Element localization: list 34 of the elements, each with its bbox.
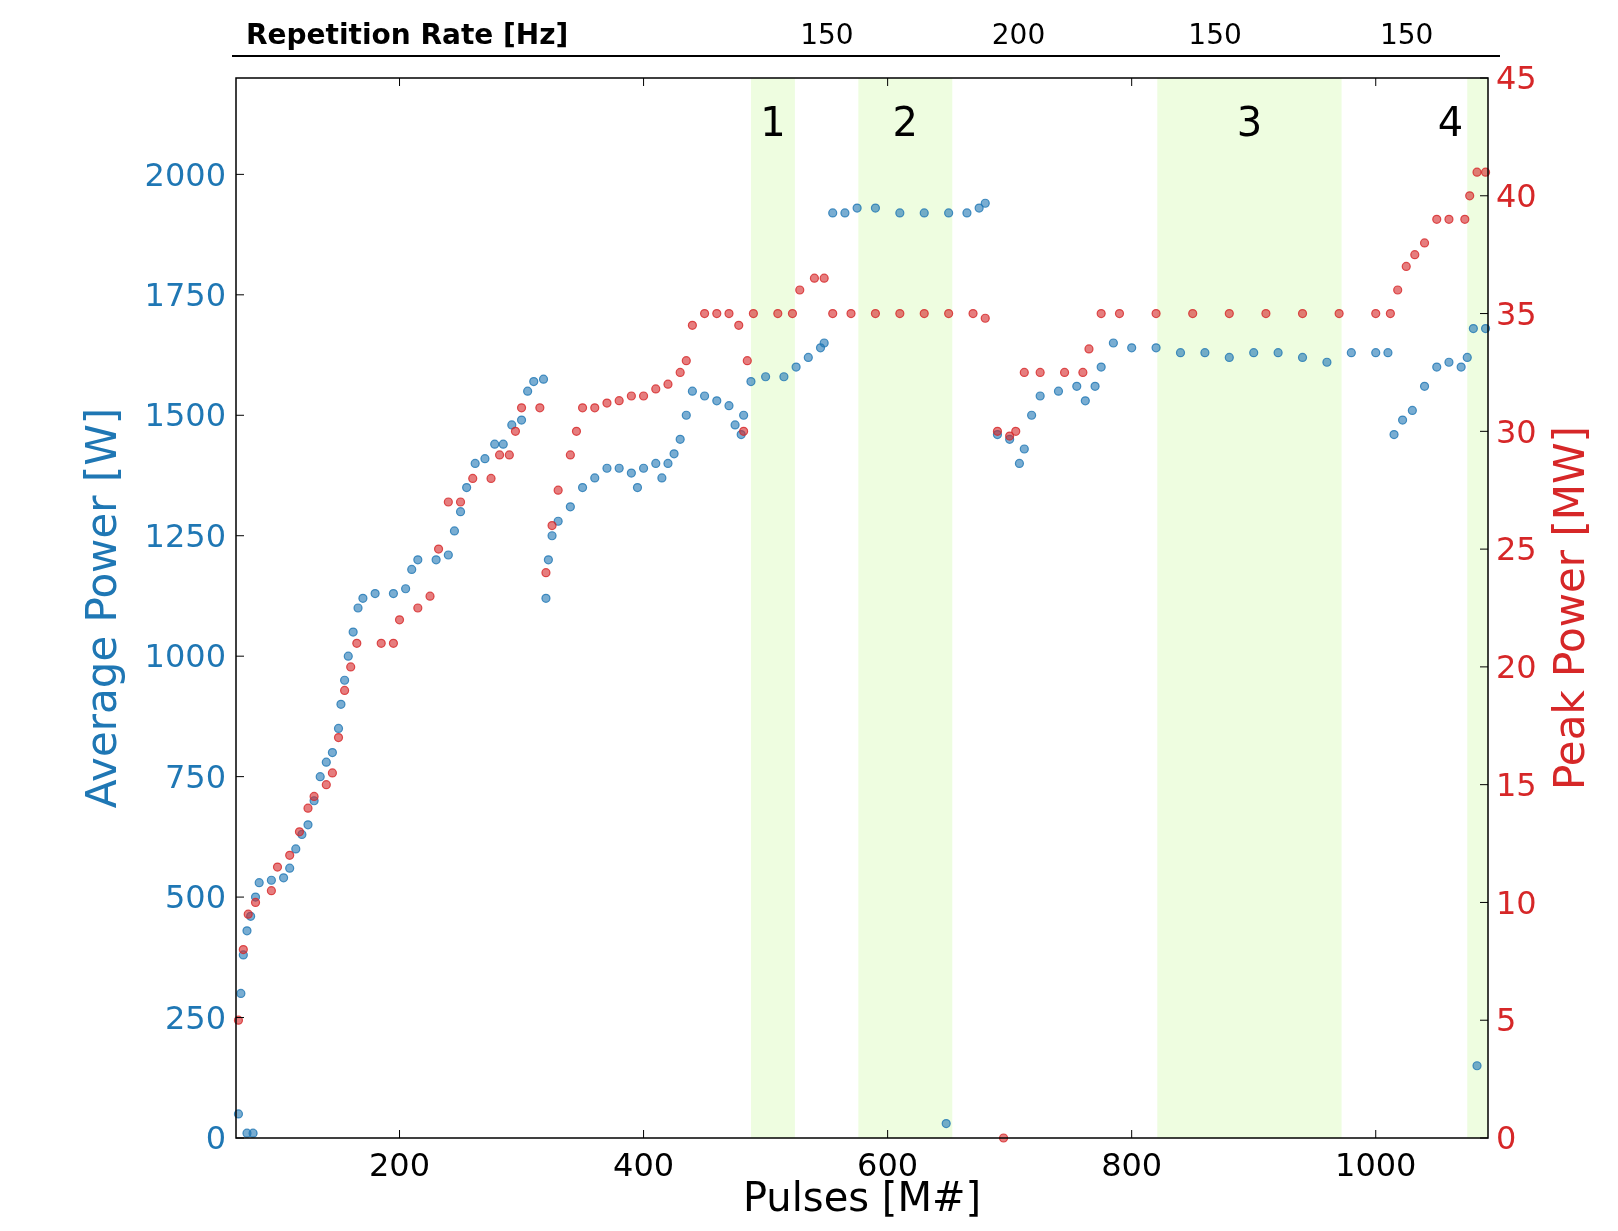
y2-tick-label: 0 xyxy=(1496,1119,1517,1158)
y-tick-label: 500 xyxy=(164,878,226,917)
y-tick-label: 1500 xyxy=(144,396,226,435)
text: 200 xyxy=(991,18,1046,51)
y2-tick-label: 10 xyxy=(1496,883,1537,922)
x-tick-label: 200 xyxy=(368,1146,431,1184)
y2-tick-label: 15 xyxy=(1496,765,1537,804)
x-tick-label: 800 xyxy=(1101,1146,1163,1184)
band-label: 3 xyxy=(1236,99,1263,145)
text: 150 xyxy=(800,18,854,51)
y2-tick-label: 40 xyxy=(1496,176,1537,215)
band-label: 1 xyxy=(760,99,786,145)
y2-tick-label: 30 xyxy=(1496,412,1537,451)
text: Repetition Rate [Hz] xyxy=(246,18,569,51)
y-tick-label: 2000 xyxy=(144,155,226,194)
x-tick-label: 1000 xyxy=(1335,1146,1417,1184)
y2-tick-label: 25 xyxy=(1496,530,1537,569)
band-label: 2 xyxy=(892,99,919,145)
y-tick-label: 750 xyxy=(164,757,226,796)
y2-tick-label: 35 xyxy=(1496,294,1537,333)
x-tick-label: 400 xyxy=(613,1146,675,1184)
y-tick-label: 0 xyxy=(205,1119,226,1158)
y-tick-label: 1750 xyxy=(144,276,226,315)
y-tick-label: 1250 xyxy=(144,516,226,555)
y2-tick-label: 5 xyxy=(1496,1001,1517,1040)
y-axis-title: Average Power [W] xyxy=(77,407,126,809)
y2-tick-label: 45 xyxy=(1496,59,1537,98)
y2-tick-label: 20 xyxy=(1496,648,1537,687)
y2-axis-title: Peak Power [MW] xyxy=(1545,426,1594,790)
text: 150 xyxy=(1379,18,1434,51)
y-tick-label: 250 xyxy=(164,998,226,1037)
text: 150 xyxy=(1188,18,1242,51)
band-label: 4 xyxy=(1437,99,1464,145)
y-tick-label: 1000 xyxy=(144,637,226,676)
